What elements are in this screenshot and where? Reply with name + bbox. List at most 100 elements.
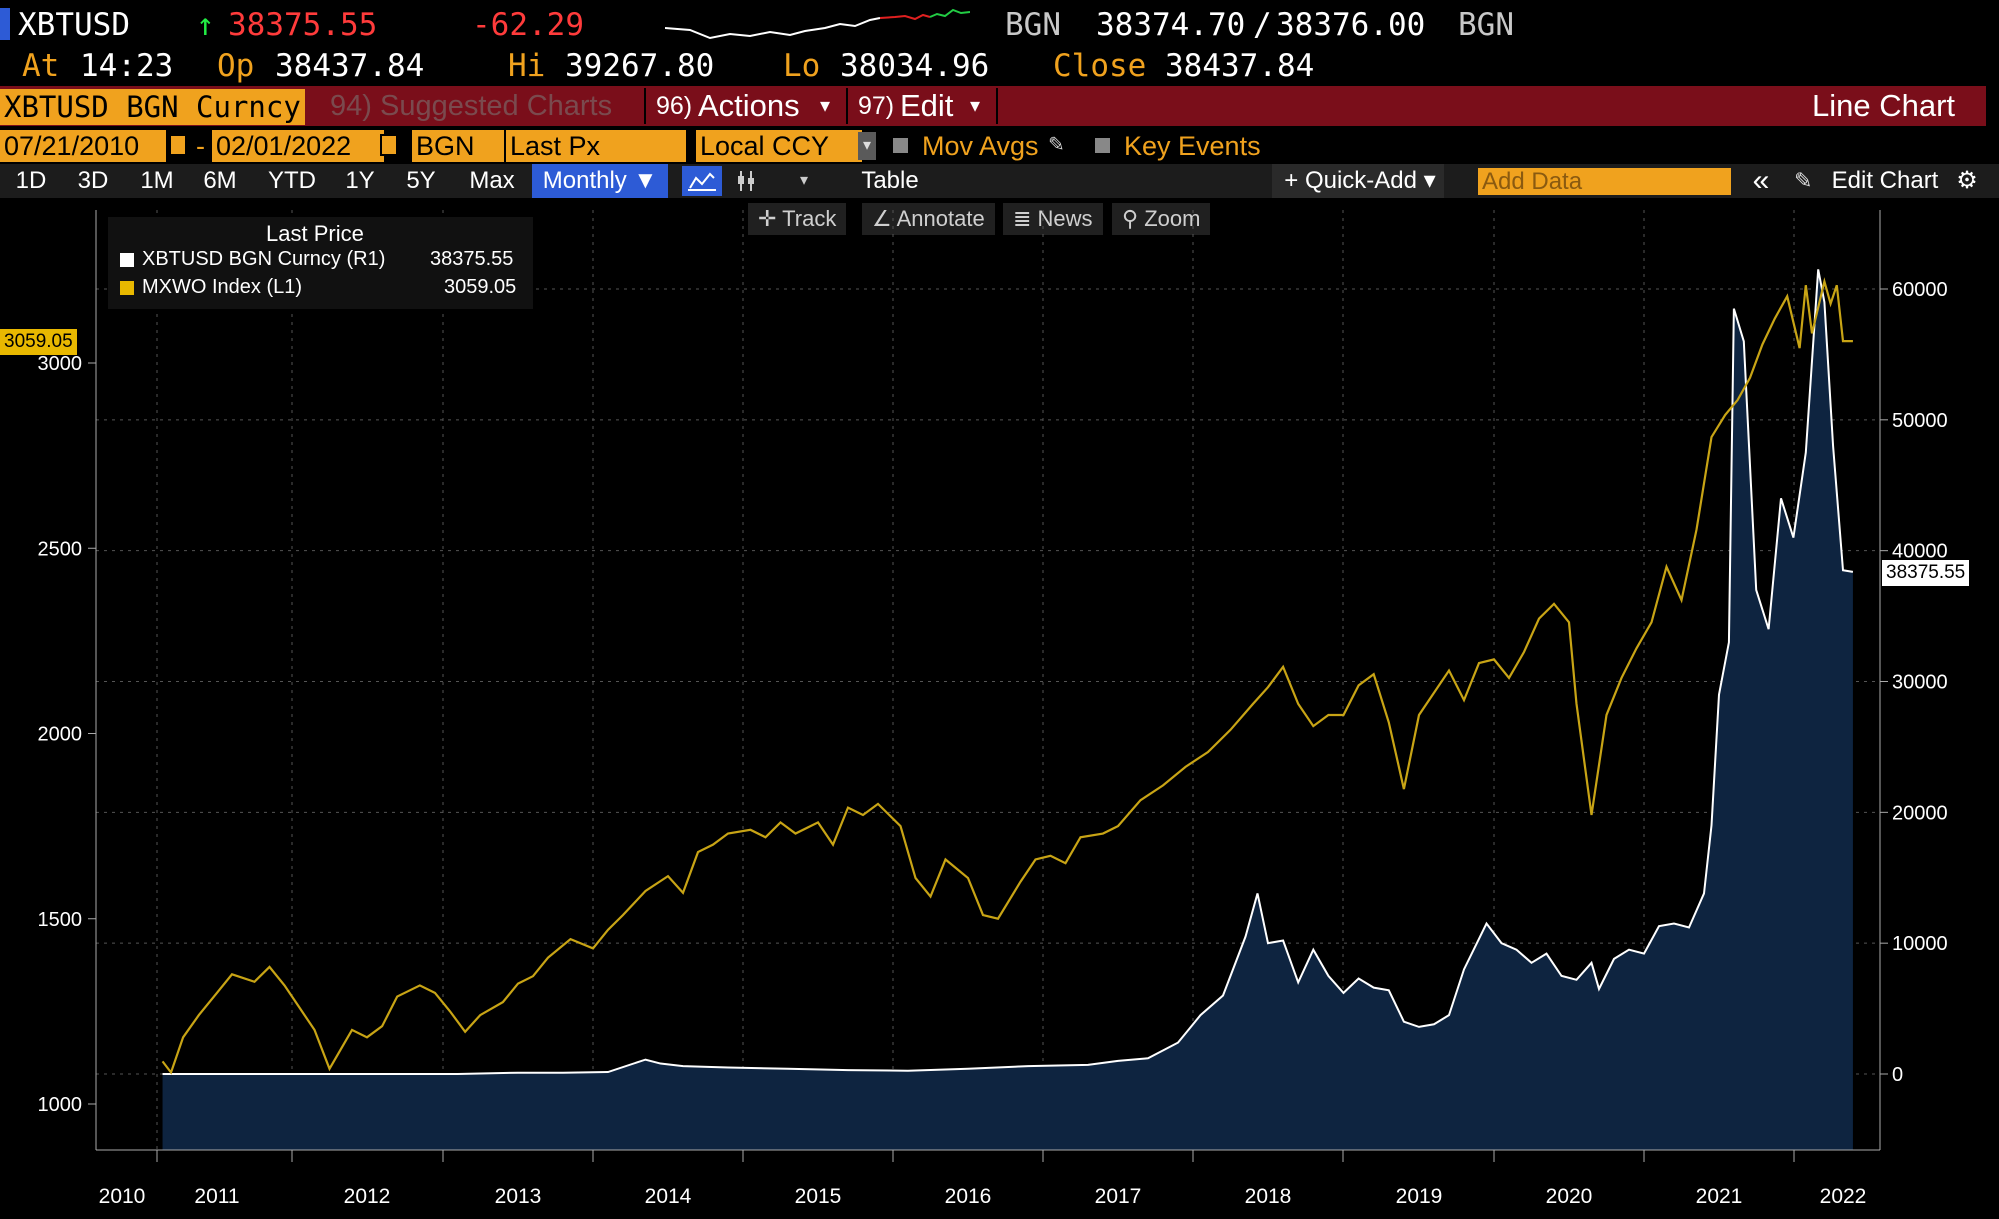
- close-label: Close: [1053, 48, 1147, 84]
- function-toolbar: XBTUSD BGN Curncy 94) Suggested Charts 9…: [0, 86, 1986, 126]
- right-tick-label: 20000: [1892, 802, 1948, 824]
- settings-gear-icon[interactable]: ⚙: [1956, 167, 1978, 194]
- period-1d[interactable]: 1D: [15, 167, 47, 194]
- end-calendar-icon[interactable]: [380, 134, 398, 156]
- legend-mxwo-value: 3059.05: [444, 276, 517, 298]
- edit-number: 97): [858, 92, 895, 120]
- right-tick-label: 0: [1892, 1064, 1903, 1086]
- price-chart[interactable]: 0 10000 20000 30000 40000 50000 60000 1000 1500 2…: [0, 198, 1999, 1219]
- chart-style-caret-icon[interactable]: ▾: [799, 172, 809, 189]
- period-ytd[interactable]: YTD: [268, 167, 316, 194]
- news-icon: ≣: [1013, 206, 1038, 231]
- x-tick-label: 2014: [645, 1185, 692, 1208]
- actions-number: 96): [656, 92, 693, 120]
- x-tick-label: 2011: [194, 1185, 239, 1208]
- quote-time: 14:23: [80, 48, 174, 84]
- edit-chart-pencil-icon: ✎: [1794, 168, 1813, 193]
- news-tool[interactable]: ≣ News: [1003, 203, 1103, 235]
- left-tick-label: 1500: [38, 909, 83, 931]
- currency-dropdown-icon[interactable]: ▾: [858, 132, 876, 160]
- x-tick-label: 2010: [99, 1185, 146, 1208]
- zoom-tool[interactable]: ⚲ Zoom: [1112, 203, 1211, 235]
- period-5y[interactable]: 5Y: [406, 167, 436, 194]
- ask-source: BGN: [1458, 7, 1514, 43]
- currency-select[interactable]: Local CCY: [696, 130, 862, 162]
- x-tick-label: 2013: [495, 1185, 542, 1208]
- annotate-label: Annotate: [896, 206, 985, 231]
- right-tick-label: 30000: [1892, 672, 1948, 694]
- news-label: News: [1037, 206, 1093, 231]
- chart-axes: 0 10000 20000 30000 40000 50000 60000 1000 1500 2…: [38, 210, 1948, 1208]
- chart-type-label[interactable]: Line Chart: [1812, 88, 1956, 123]
- zoom-icon: ⚲: [1122, 206, 1145, 231]
- x-tick-label: 2021: [1696, 1185, 1743, 1208]
- annotate-icon: ∠: [872, 206, 897, 231]
- mxwo-line: [161, 277, 1853, 1075]
- right-tick-label: 40000: [1892, 541, 1948, 563]
- bid-price: 38374.70: [1096, 7, 1246, 43]
- open-price: 38437.84: [275, 48, 425, 84]
- edit-chart-button[interactable]: Edit Chart: [1831, 167, 1939, 194]
- xbtusd-line: [162, 269, 1854, 1075]
- edit-menu[interactable]: Edit: [900, 88, 954, 123]
- collapse-icon[interactable]: «: [1752, 164, 1770, 197]
- ask-price: 38376.00: [1276, 7, 1426, 43]
- add-data-input[interactable]: Add Data: [1478, 168, 1731, 195]
- track-label: Track: [782, 206, 837, 231]
- left-tick-label: 3000: [38, 353, 83, 375]
- price-field-select[interactable]: Last Px: [506, 130, 686, 162]
- period-1m[interactable]: 1M: [140, 167, 174, 194]
- key-events-label[interactable]: Key Events: [1124, 131, 1261, 161]
- bid-ask-separator: /: [1253, 7, 1272, 43]
- ticker[interactable]: XBTUSD: [18, 7, 130, 43]
- actions-menu[interactable]: Actions: [698, 88, 800, 123]
- mov-avgs-label[interactable]: Mov Avgs: [922, 131, 1039, 161]
- mxwo-swatch: [120, 281, 134, 295]
- left-tick-label: 1000: [38, 1094, 83, 1116]
- frequency-select[interactable]: Monthly ▼: [532, 164, 668, 198]
- period-6m[interactable]: 6M: [203, 167, 237, 194]
- x-tick-label: 2017: [1095, 1185, 1142, 1208]
- security-field[interactable]: XBTUSD BGN Curncy: [0, 89, 305, 125]
- high-label: Hi: [508, 48, 546, 84]
- table-button[interactable]: Table: [861, 167, 919, 194]
- xbtusd-area: [162, 269, 1853, 1150]
- right-tick-label: 60000: [1892, 279, 1948, 301]
- left-tick-label: 2000: [38, 724, 83, 746]
- period-max[interactable]: Max: [469, 167, 515, 194]
- legend-xbtusd-label[interactable]: XBTUSD BGN Curncy (R1): [142, 248, 386, 270]
- actions-caret-icon: ▾: [820, 95, 831, 117]
- key-events-checkbox[interactable]: [1095, 138, 1110, 153]
- net-change: -62.29: [472, 7, 584, 43]
- track-tool[interactable]: ✛ Track: [748, 203, 847, 235]
- period-3d[interactable]: 3D: [77, 167, 109, 194]
- annotate-tool[interactable]: ∠ Annotate: [862, 203, 995, 235]
- legend-mxwo-label[interactable]: MXWO Index (L1): [142, 276, 303, 298]
- source-field[interactable]: BGN: [412, 130, 504, 162]
- period-toolbar: 1D 3D 1M 6M YTD 1Y 5Y Max Monthly ▼ ▾ Ta…: [0, 164, 1999, 198]
- mov-avgs-checkbox[interactable]: [893, 138, 908, 153]
- open-label: Op: [217, 48, 255, 84]
- at-label: At: [22, 48, 60, 84]
- range-toolbar: 07/21/2010 - 02/01/2022 BGN Last Px Loca…: [0, 128, 1999, 164]
- suggested-charts-button[interactable]: 94) Suggested Charts: [330, 90, 613, 122]
- crosshair-icon: ✛: [758, 206, 783, 231]
- up-arrow-icon: ↑: [196, 7, 215, 43]
- quick-add-button[interactable]: + Quick-Add ▾: [1284, 167, 1436, 194]
- low-label: Lo: [783, 48, 821, 84]
- candle-chart-style-icon[interactable]: [732, 166, 762, 196]
- chart-legend: Last Price XBTUSD BGN Curncy (R1) 38375.…: [108, 217, 533, 309]
- xbtusd-last-value-tag: 38375.55: [1882, 560, 1970, 586]
- start-calendar-icon[interactable]: [169, 134, 187, 156]
- end-date-field[interactable]: 02/01/2022: [212, 130, 384, 162]
- x-tick-label: 2015: [795, 1185, 842, 1208]
- start-date-field[interactable]: 07/21/2010: [0, 130, 166, 162]
- x-tick-label: 2019: [1396, 1185, 1443, 1208]
- line-chart-style-icon[interactable]: [682, 166, 722, 196]
- close-price: 38437.84: [1165, 48, 1315, 84]
- period-1y[interactable]: 1Y: [345, 167, 375, 194]
- pencil-icon[interactable]: ✎: [1048, 134, 1065, 156]
- zoom-label: Zoom: [1144, 206, 1201, 231]
- low-price: 38034.96: [840, 48, 990, 84]
- x-tick-label: 2020: [1546, 1185, 1593, 1208]
